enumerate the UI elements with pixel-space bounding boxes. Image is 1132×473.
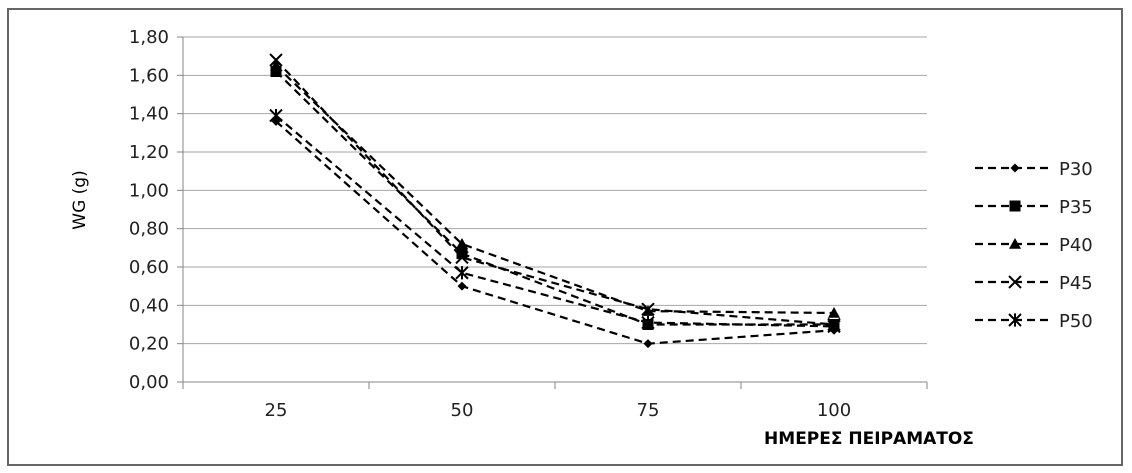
data-point-p35 — [456, 248, 468, 260]
series-lines — [275, 59, 835, 345]
x-axis-title: ΗΜΕΡΕΣ ΠΕΙΡΑΜΑΤΟΣ — [764, 429, 974, 449]
legend-marker-p30 — [1010, 163, 1020, 173]
y-tick-label: 1,00 — [129, 180, 169, 201]
data-point-p45 — [641, 302, 655, 316]
line-chart: 0,00 0,20 0,40 0,60 0,80 1,00 1,20 1,40 1,60 1,80… — [70, 27, 1093, 449]
legend-label-p50: P50 — [1059, 311, 1093, 332]
y-tick-label: 1,80 — [129, 27, 169, 48]
data-point-p35 — [270, 66, 282, 77]
data-point-p45 — [455, 250, 469, 265]
y-tick-label: 0,20 — [129, 334, 169, 355]
data-point-p40 — [270, 59, 282, 71]
y-tick-label: 0,00 — [129, 372, 169, 393]
legend: P30 P35 P40 P45 P50 — [975, 159, 1093, 332]
legend-marker-p40 — [1009, 238, 1021, 249]
axes: 0,00 0,20 0,40 0,60 0,80 1,00 1,20 1,40 1,60 1,80… — [129, 27, 928, 421]
series-line-p40 — [275, 64, 835, 315]
x-tick-label: 50 — [451, 400, 474, 421]
y-tick-label: 1,20 — [129, 142, 169, 163]
y-tick-label: 0,80 — [129, 219, 169, 240]
data-point-p45 — [269, 53, 283, 67]
chart-frame: 0,00 0,20 0,40 0,60 0,80 1,00 1,20 1,40 1,60 1,80… — [7, 8, 1123, 466]
x-tick-label: 75 — [637, 400, 660, 421]
y-tick-label: 1,40 — [129, 104, 169, 125]
y-axis-title: WG (g) — [70, 170, 90, 229]
legend-label-p45: P45 — [1059, 273, 1093, 294]
series-markers — [269, 53, 841, 349]
series-line-p30 — [275, 120, 835, 345]
series-line-p35 — [275, 70, 834, 326]
y-tick-label: 0,40 — [129, 295, 169, 316]
data-point-p50 — [269, 108, 283, 123]
data-point-p30 — [457, 281, 467, 291]
series-line-p45 — [275, 59, 835, 326]
data-point-p40 — [828, 307, 840, 318]
legend-marker-p50 — [1008, 313, 1022, 327]
data-point-p30 — [643, 339, 653, 349]
data-point-p40 — [456, 238, 468, 249]
y-tick-label: 0,60 — [129, 257, 169, 278]
grid-lines — [183, 36, 927, 345]
legend-label-p40: P40 — [1059, 235, 1093, 256]
data-point-p50 — [455, 266, 469, 280]
legend-label-p35: P35 — [1059, 197, 1093, 218]
legend-marker-p35 — [1009, 200, 1021, 212]
x-tick-label: 100 — [817, 400, 851, 421]
series-line-p50 — [275, 114, 835, 328]
data-point-p50 — [641, 315, 655, 330]
y-tick-label: 1,60 — [129, 65, 169, 86]
data-point-p50 — [827, 319, 841, 334]
legend-label-p30: P30 — [1059, 159, 1093, 180]
legend-marker-p45 — [1008, 275, 1022, 289]
x-tick-label: 25 — [265, 400, 288, 421]
